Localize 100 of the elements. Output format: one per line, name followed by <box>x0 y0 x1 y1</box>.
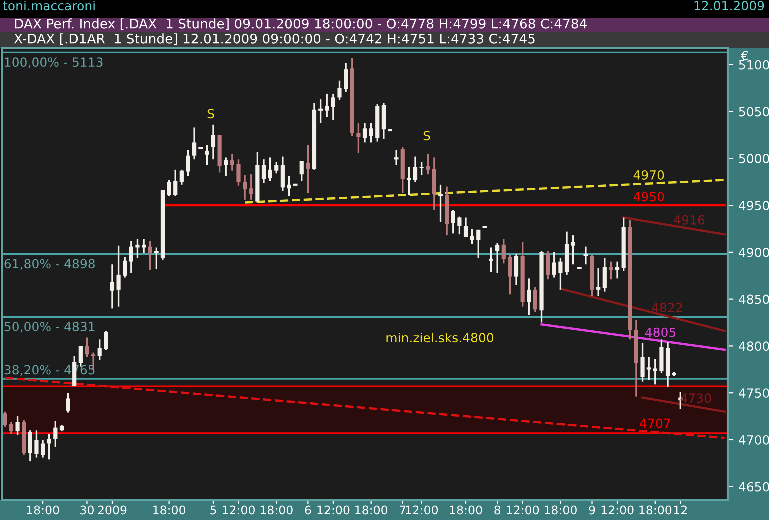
x-tick-label: 12:00 <box>507 506 540 515</box>
candlestick <box>369 122 374 144</box>
x-tick-label: 12:00 <box>406 506 438 515</box>
series-label: 4822 <box>652 303 682 313</box>
candlestick <box>180 169 184 186</box>
candlestick <box>110 264 115 310</box>
x-tick-label: 2009 <box>98 506 127 515</box>
candlestick <box>174 169 178 197</box>
candlestick <box>236 158 241 187</box>
series-label: 4916 <box>674 215 705 225</box>
candlestick <box>413 156 418 183</box>
annotation: 100,00% - 5113 <box>5 58 103 68</box>
candlestick <box>186 149 190 178</box>
candlestick <box>546 250 550 280</box>
candlestick <box>558 257 563 291</box>
candlestick <box>338 80 342 102</box>
candlestick <box>274 162 279 174</box>
candlestick <box>609 260 614 280</box>
candlestick <box>98 338 102 362</box>
x-tick-label: 30 <box>80 506 94 515</box>
ref-line-label: 4707 <box>640 418 670 428</box>
chart-subtitle: X-DAX [.D1AR 1 Stunde] 12.01.2009 09:00:00 - O:4742 H:4751 L:4733 C:4745 <box>14 34 535 46</box>
x-tick-label: 18:00 <box>450 506 482 515</box>
candlestick <box>136 238 140 259</box>
x-tick-label: 18:00 <box>154 506 186 515</box>
candlestick <box>476 229 481 259</box>
candlestick <box>249 174 254 201</box>
series-label: 4805 <box>645 328 676 338</box>
x-tick-label: 12:00 <box>223 506 255 515</box>
candlestick <box>211 124 216 160</box>
candlestick <box>40 439 46 459</box>
candlestick <box>640 342 645 383</box>
y-tick-label: 4850 <box>739 294 769 304</box>
candlestick <box>331 93 336 122</box>
candlestick <box>148 240 152 272</box>
candlestick <box>420 162 424 176</box>
y-tick-label: 5100 <box>739 60 769 70</box>
candlestick <box>356 122 361 154</box>
candlestick <box>325 93 330 118</box>
candlestick <box>287 176 292 197</box>
y-tick-label: 4800 <box>739 342 769 352</box>
candlestick <box>123 256 128 279</box>
annotation: 50,00% - 4831 <box>4 322 95 333</box>
x-tick-label: 18:00 <box>260 506 293 515</box>
candlestick <box>104 330 108 351</box>
candlestick <box>571 234 576 266</box>
x-tick-label: 6 <box>305 506 312 515</box>
annotation: S <box>424 131 430 141</box>
candlestick <box>552 252 556 279</box>
x-tick-label: 8 <box>494 506 501 515</box>
x-tick-label: 12:00 <box>318 506 350 515</box>
candlestick <box>344 62 348 93</box>
candlestick <box>16 416 20 436</box>
candlestick <box>262 158 266 184</box>
candlestick <box>451 209 456 235</box>
candlestick <box>362 122 368 144</box>
candlestick <box>66 392 70 414</box>
y-tick-label: 4700 <box>739 435 769 445</box>
x-tick-label: 5 <box>210 506 216 515</box>
candlestick <box>464 216 468 238</box>
y-tick-label: 4650 <box>739 482 769 492</box>
x-tick-label: 18:00 <box>544 506 577 515</box>
candlestick <box>527 278 532 316</box>
candlestick <box>224 156 228 178</box>
candlestick <box>85 336 90 358</box>
candlestick <box>514 253 519 286</box>
y-tick-label: 4900 <box>739 248 769 258</box>
x-tick-label: 18:00 <box>640 506 672 515</box>
candlestick <box>243 174 248 201</box>
candlestick <box>470 228 474 245</box>
candlestick <box>129 240 134 274</box>
x-tick-label: 7 <box>400 506 406 515</box>
candlestick <box>47 434 52 461</box>
candlestick <box>496 242 500 274</box>
candlestick <box>268 156 272 182</box>
candlestick <box>230 153 234 172</box>
x-tick-label: 12 <box>674 506 687 515</box>
x-tick-label: 12:00 <box>602 506 634 515</box>
x-tick-label: 9 <box>589 506 596 515</box>
candlestick <box>300 160 304 182</box>
candlestick <box>34 430 39 459</box>
candlestick <box>502 238 506 265</box>
candlestick <box>426 153 430 176</box>
annotation: S <box>208 109 214 119</box>
x-tick-label: 18:00 <box>27 506 60 515</box>
x-tick-label: 18:00 <box>356 506 388 515</box>
candlestick <box>205 144 210 166</box>
y-tick-label: 5000 <box>739 154 769 164</box>
candlestick <box>54 420 58 448</box>
series-label: 4950 <box>634 192 664 202</box>
candlestick <box>167 179 172 197</box>
candlestick <box>602 257 607 293</box>
y-tick-label: 5050 <box>739 107 769 117</box>
text: € <box>741 51 748 61</box>
y-tick-label: 4950 <box>739 201 769 210</box>
annotation: min.ziel.sks.4800 <box>386 332 494 343</box>
text: 12.01.2009 <box>694 1 764 11</box>
candlestick <box>116 245 121 308</box>
text: toni.maccaroni <box>3 0 95 11</box>
candlestick <box>533 286 538 314</box>
